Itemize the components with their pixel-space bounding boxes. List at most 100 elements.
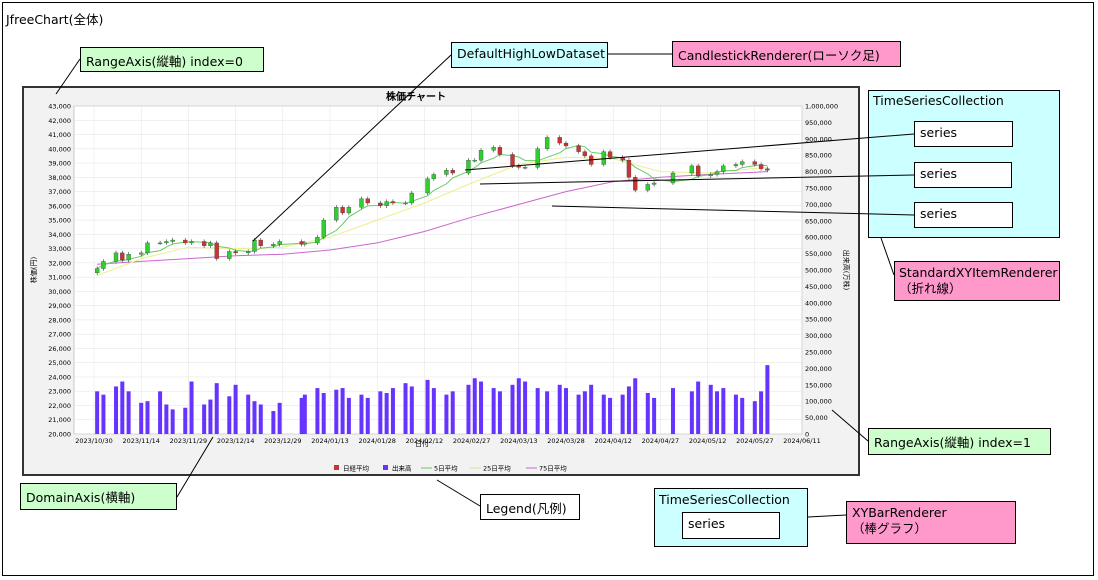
x-tick-label: 2024/05/12 — [689, 437, 726, 445]
volume-bar — [365, 397, 370, 434]
left-tick-label: 24,000 — [48, 373, 71, 381]
right-tick-label: 250,000 — [805, 349, 832, 357]
left-tick-label: 30,000 — [48, 288, 71, 296]
candle-body — [535, 148, 540, 168]
volume-bar — [158, 391, 163, 434]
volume-bar — [740, 397, 745, 434]
candle-body — [409, 192, 414, 204]
volume-bar — [183, 407, 188, 434]
candle-body — [183, 239, 188, 244]
volume-bar — [202, 404, 207, 434]
xy-bar-renderer-line2: （棒グラフ） — [852, 521, 928, 536]
legend-label: 日経平均 — [343, 464, 370, 473]
right-tick-label: 800,000 — [805, 168, 832, 176]
volume-bar — [346, 397, 351, 434]
candle-body — [113, 252, 119, 262]
series-box-a: series — [914, 121, 1013, 147]
legend-swatch — [383, 465, 388, 470]
left-tick-label: 27,000 — [48, 331, 71, 339]
right-tick-label: 500,000 — [805, 267, 832, 275]
left-tick-label: 43,000 — [48, 103, 71, 111]
volume-bar — [472, 378, 477, 434]
left-tick-label: 22,000 — [48, 402, 71, 410]
volume-bar — [145, 401, 150, 434]
stock-chart: 20,000 21,000 22,000 23,000 24,000 25,000 26,0… — [29, 90, 851, 473]
x-tick-label: 2024/06/11 — [783, 437, 820, 445]
volume-bar — [233, 384, 238, 434]
volume-bar — [252, 401, 257, 434]
candle-body — [425, 178, 430, 194]
candle-body — [620, 157, 625, 161]
right-tick-label: 950,000 — [805, 119, 832, 127]
volume-bar — [359, 394, 364, 434]
volume-bar — [164, 404, 169, 434]
volume-bar — [510, 384, 515, 434]
candle-body — [497, 147, 503, 155]
left-tick-label: 37,000 — [48, 188, 71, 196]
x-tick-label: 2024/02/27 — [453, 437, 490, 445]
label-candlestick-renderer: CandlestickRenderer(ローソク足) — [672, 41, 901, 67]
volume-bar — [403, 383, 408, 434]
right-tick-label: 850,000 — [805, 152, 832, 160]
right-axis-ticks: 0 50,000 100,000 150,000 200,000 250,000 300,0… — [805, 103, 838, 439]
volume-bar — [208, 399, 213, 434]
volume-bar — [409, 386, 414, 434]
volume-bar — [652, 397, 657, 434]
volume-bar — [564, 388, 568, 434]
candle-body — [340, 207, 345, 214]
standard-xy-item-renderer-line1: StandardXYItemRenderer — [899, 265, 1058, 280]
left-axis-label: 株価(円) — [29, 257, 38, 284]
volume-bar — [765, 365, 770, 434]
volume-bar — [101, 394, 106, 434]
candle-body — [670, 172, 676, 184]
left-tick-label: 39,000 — [48, 160, 71, 168]
volume-bar — [582, 391, 587, 434]
volume-bar — [214, 383, 219, 434]
right-tick-label: 650,000 — [805, 217, 832, 225]
candle-body — [126, 254, 131, 261]
volume-bar — [444, 394, 449, 434]
right-tick-label: 150,000 — [805, 381, 832, 389]
candle-body — [315, 237, 320, 244]
candle-body — [626, 160, 632, 178]
x-tick-label: 2024/01/13 — [311, 437, 348, 445]
candle-body — [633, 177, 638, 191]
volume-bar — [516, 378, 521, 434]
right-tick-label: 300,000 — [805, 332, 832, 340]
volume-bar — [95, 391, 100, 434]
volume-bar — [491, 388, 496, 434]
candle-body — [733, 164, 739, 167]
candle-body — [227, 251, 232, 259]
left-tick-label: 23,000 — [48, 388, 71, 396]
label-xy-bar-renderer: XYBarRenderer （棒グラフ） — [846, 501, 1016, 544]
volume-bar — [139, 402, 144, 434]
left-tick-label: 20,000 — [48, 431, 71, 439]
candle-body — [258, 239, 263, 246]
left-tick-label: 21,000 — [48, 416, 71, 424]
right-tick-label: 450,000 — [805, 283, 832, 291]
candle-body — [145, 242, 150, 254]
volume-bar — [601, 394, 606, 434]
right-tick-label: 600,000 — [805, 234, 832, 242]
left-tick-label: 31,000 — [48, 274, 71, 282]
candle-body — [740, 161, 745, 165]
left-tick-label: 42,000 — [48, 117, 71, 125]
volume-bar — [557, 384, 562, 434]
candle-body — [444, 170, 449, 175]
volume-bar — [523, 381, 528, 434]
left-tick-label: 35,000 — [48, 217, 71, 225]
volume-bar — [425, 379, 430, 434]
volume-bar — [299, 397, 304, 434]
candle-body — [246, 251, 251, 254]
candle-body — [277, 241, 282, 245]
label-legend: Legend(凡例) — [480, 494, 580, 520]
volume-bar — [466, 384, 471, 434]
volume-bar — [576, 394, 581, 434]
label-default-high-low-dataset: DefaultHighLowDataset — [451, 42, 608, 68]
right-axis-label: 出来高(万株) — [842, 250, 851, 291]
volume-bar — [670, 388, 675, 434]
right-tick-label: 750,000 — [805, 185, 832, 193]
candle-body — [544, 137, 550, 149]
left-tick-label: 32,000 — [48, 259, 71, 267]
x-tick-label: 2024/04/12 — [594, 437, 631, 445]
